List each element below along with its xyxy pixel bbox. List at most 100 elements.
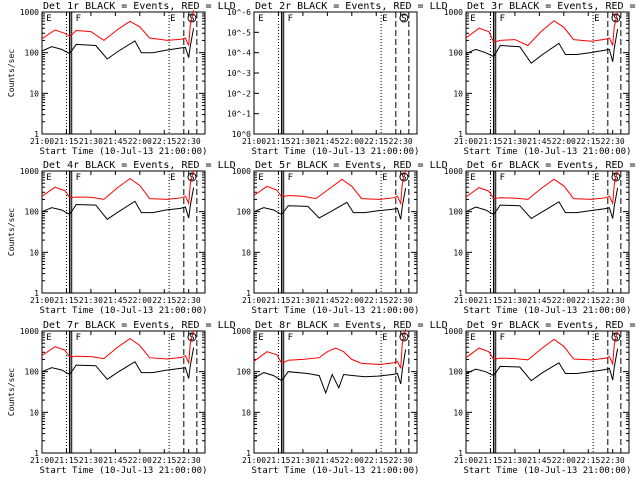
x-tick-label: 21:00	[242, 137, 266, 146]
lld-series-line	[41, 10, 195, 46]
y-axis-label: Counts/sec	[7, 49, 16, 97]
x-tick-label: 21:30	[291, 296, 315, 305]
x-tick-label: 22:00	[340, 137, 364, 146]
x-tick-label: 21:15	[478, 456, 502, 465]
x-tick-label: 21:00	[30, 137, 54, 146]
x-tick-label: 21:00	[454, 137, 478, 146]
x-tick-label: 21:00	[30, 456, 54, 465]
x-tick-label: 21:15	[478, 296, 502, 305]
events-series-line	[465, 187, 619, 220]
x-tick-label: 22:15	[364, 456, 388, 465]
y-tick-label: 1	[246, 289, 251, 298]
x-tick-label: 22:00	[552, 456, 576, 465]
y-tick-label: 100	[25, 208, 40, 217]
plot-frame	[465, 330, 630, 454]
events-series-line	[41, 187, 195, 220]
y-tick-label: 10^-3	[227, 69, 251, 78]
marker-label: E	[594, 173, 599, 183]
panel-9: Det 9r BLACK = Events, RED = LLD21:0021:…	[444, 320, 640, 476]
lld-series-line	[41, 329, 195, 365]
x-tick-label: 21:15	[266, 137, 290, 146]
saa-circle-marker	[399, 172, 409, 182]
events-series-line	[465, 29, 619, 64]
marker-label: F	[288, 14, 293, 24]
y-tick-label: 100	[449, 208, 464, 217]
y-tick-label: 10	[29, 248, 39, 257]
x-tick-label: 21:00	[242, 296, 266, 305]
x-tick-label: 21:45	[315, 456, 339, 465]
x-tick-label: 21:45	[527, 456, 551, 465]
x-axis-label: Start Time (10-Jul-13 21:00:00)	[252, 147, 420, 157]
y-tick-label: 10	[241, 408, 251, 417]
marker-label: E	[594, 14, 599, 24]
x-tick-label: 21:00	[454, 296, 478, 305]
y-tick-label: 10^-6	[227, 8, 251, 17]
y-tick-label: 10	[241, 248, 251, 257]
x-tick-label: 22:30	[389, 137, 413, 146]
marker-label: F	[76, 333, 81, 343]
marker-label: E	[258, 173, 263, 183]
y-tick-label: 10	[453, 89, 463, 98]
marker-label: E	[46, 14, 51, 24]
x-tick-label: 21:00	[242, 456, 266, 465]
marker-label: E	[470, 173, 475, 183]
panel-title: Det 9r BLACK = Events, RED = LLD	[467, 320, 640, 331]
panel-3: Det 3r BLACK = Events, RED = LLD21:0021:…	[444, 1, 640, 157]
plot-frame	[41, 330, 206, 454]
x-tick-label: 21:45	[103, 296, 127, 305]
marker-label: F	[76, 14, 81, 24]
y-tick-label: 10^-4	[227, 49, 251, 58]
x-axis-label: Start Time (10-Jul-13 21:00:00)	[40, 306, 208, 316]
marker-label: E	[382, 14, 387, 24]
lld-series-line	[253, 329, 407, 369]
marker-label: E	[170, 14, 175, 24]
x-tick-label: 21:15	[54, 296, 78, 305]
panel-title: Det 4r BLACK = Events, RED = LLD	[43, 160, 236, 171]
x-axis-label: Start Time (10-Jul-13 21:00:00)	[464, 306, 632, 316]
x-axis-label: Start Time (10-Jul-13 21:00:00)	[464, 466, 632, 476]
marker-label: E	[382, 173, 387, 183]
y-tick-label: 100	[25, 368, 40, 377]
marker-label: E	[170, 333, 175, 343]
panel-title: Det 7r BLACK = Events, RED = LLD	[43, 320, 236, 331]
y-tick-label: 1000	[232, 327, 251, 336]
x-tick-label: 21:15	[266, 296, 290, 305]
events-series-line	[465, 348, 619, 382]
panel-title: Det 8r BLACK = Events, RED = LLD	[255, 320, 448, 331]
y-tick-label: 10^0	[232, 130, 251, 139]
events-series-line	[253, 188, 407, 220]
saa-circle-marker	[187, 332, 197, 342]
y-tick-label: 1000	[20, 327, 39, 336]
x-tick-label: 22:15	[152, 137, 176, 146]
y-tick-label: 10^-5	[227, 28, 251, 37]
x-tick-label: 22:15	[576, 296, 600, 305]
events-series-line	[253, 349, 407, 395]
y-tick-label: 1	[458, 130, 463, 139]
x-tick-label: 21:30	[503, 137, 527, 146]
x-tick-label: 21:45	[103, 456, 127, 465]
x-axis-label: Start Time (10-Jul-13 21:00:00)	[40, 147, 208, 157]
x-tick-label: 22:30	[389, 296, 413, 305]
panel-title: Det 6r BLACK = Events, RED = LLD	[467, 160, 640, 171]
marker-label: F	[288, 173, 293, 183]
x-tick-label: 22:30	[601, 137, 625, 146]
x-tick-label: 22:30	[601, 296, 625, 305]
plot-frame	[465, 11, 630, 135]
panel-6: Det 6r BLACK = Events, RED = LLD 21:0021:…	[444, 160, 640, 316]
x-tick-label: 21:15	[266, 456, 290, 465]
y-tick-label: 1	[34, 449, 39, 458]
events-series-line	[41, 347, 195, 380]
marker-label: S	[401, 14, 406, 24]
x-tick-label: 21:30	[79, 137, 103, 146]
y-tick-label: 1	[34, 130, 39, 139]
y-tick-label: 1000	[232, 167, 251, 176]
x-tick-label: 21:00	[454, 456, 478, 465]
y-tick-label: 100	[449, 49, 464, 58]
marker-label: E	[46, 333, 51, 343]
x-tick-label: 22:00	[128, 137, 152, 146]
x-tick-label: 22:15	[576, 456, 600, 465]
saa-circle-marker	[611, 13, 621, 23]
y-tick-label: 1000	[20, 167, 39, 176]
